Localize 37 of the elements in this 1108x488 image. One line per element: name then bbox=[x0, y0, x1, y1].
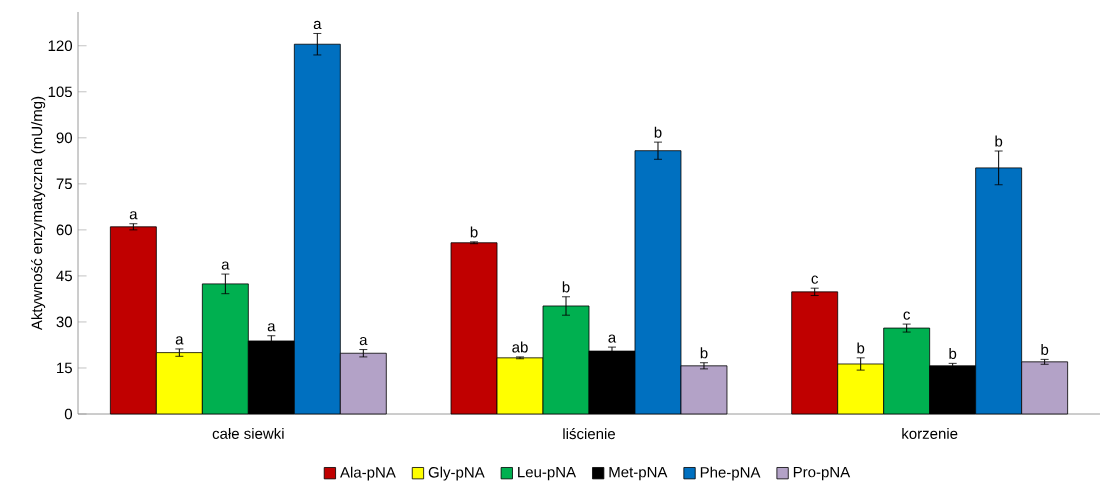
x-tick-label: liścienie bbox=[563, 428, 616, 440]
y-tick-label: 60 bbox=[56, 224, 73, 236]
data-label: a bbox=[175, 336, 184, 345]
legend-label: Phe-pNA bbox=[700, 466, 761, 481]
y-tick-label: 90 bbox=[56, 132, 73, 144]
data-label: b bbox=[470, 226, 478, 238]
legend-label: Gly-pNA bbox=[428, 466, 485, 481]
legend-label: Met-pNA bbox=[609, 467, 668, 481]
data-label: a bbox=[359, 337, 368, 346]
legend-label: Ala-pNA bbox=[340, 466, 396, 481]
x-tick-label: korzenie bbox=[902, 428, 958, 440]
y-tick-label: 45 bbox=[56, 270, 72, 282]
data-label: b bbox=[995, 135, 1003, 147]
data-label: b bbox=[562, 281, 570, 293]
y-tick-label: 30 bbox=[56, 316, 73, 328]
data-label: c bbox=[903, 311, 911, 320]
data-label: a bbox=[267, 323, 276, 332]
y-tick-label: 0 bbox=[64, 408, 73, 420]
data-label: ab bbox=[512, 341, 528, 353]
data-label: b bbox=[654, 126, 662, 138]
x-tick-label: całe siewki bbox=[212, 428, 284, 440]
legend-label: Leu-pNA bbox=[518, 467, 577, 481]
y-tick-label: 75 bbox=[56, 178, 72, 190]
data-label: a bbox=[221, 261, 230, 270]
y-axis-title: Aktywność enzymatyczna (mU/mg) bbox=[31, 96, 46, 331]
data-label: a bbox=[129, 211, 138, 220]
y-tick-label: 120 bbox=[48, 40, 73, 52]
data-label: b bbox=[857, 342, 865, 354]
data-label: b bbox=[1041, 344, 1049, 356]
data-label: a bbox=[313, 21, 322, 30]
legend-label: Pro-pNA bbox=[793, 467, 851, 481]
data-label: b bbox=[700, 347, 708, 359]
data-label: c bbox=[811, 275, 819, 284]
data-label: a bbox=[608, 334, 617, 343]
data-label: b bbox=[949, 348, 957, 360]
y-tick-label: 105 bbox=[48, 86, 72, 98]
y-tick-label: 15 bbox=[57, 362, 72, 374]
